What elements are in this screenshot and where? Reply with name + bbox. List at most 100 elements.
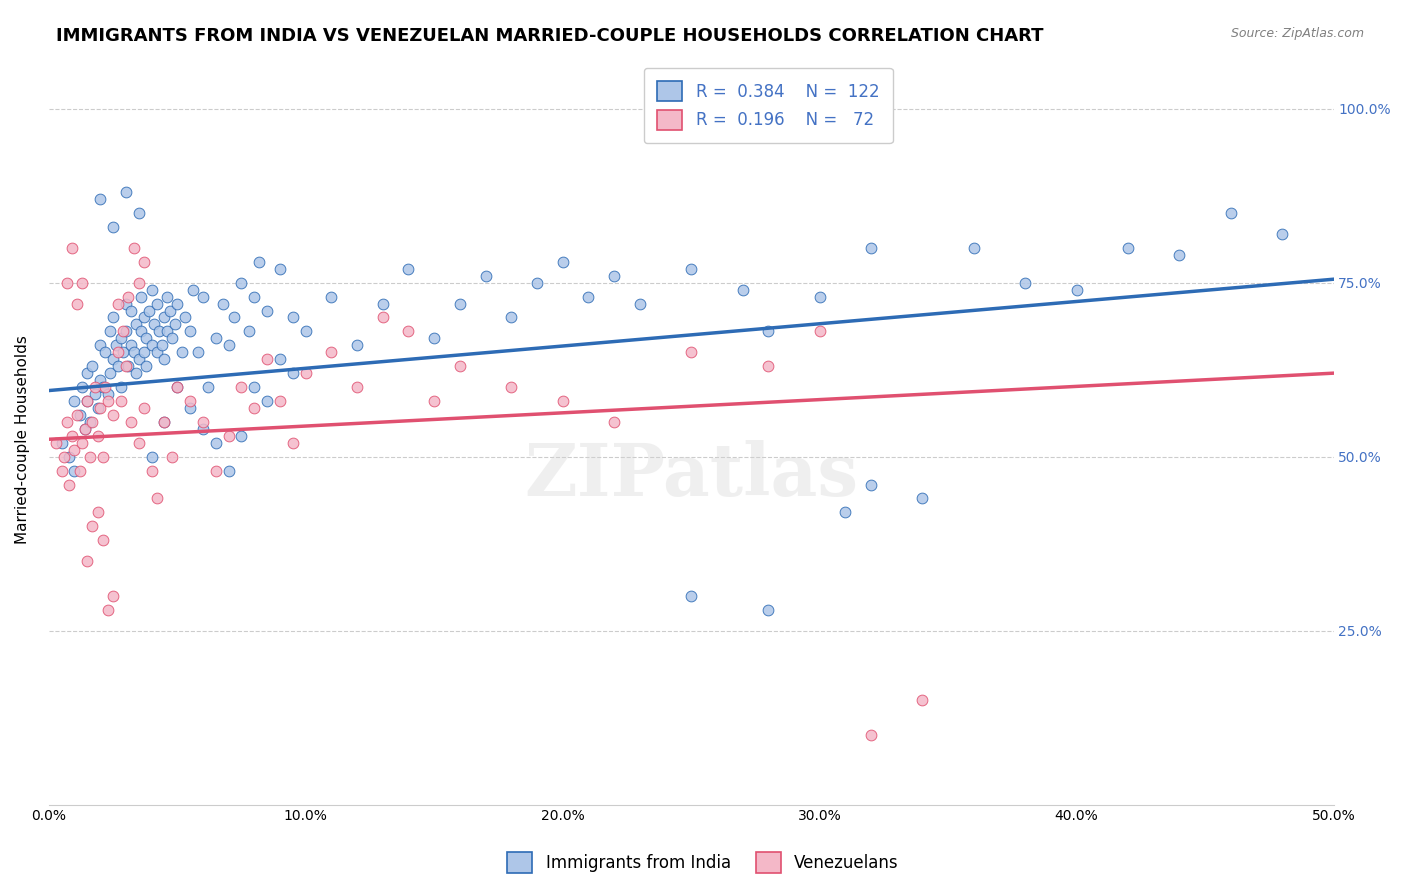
Point [1014,276,1036,290]
Point [153,310,176,325]
Point [191,422,214,436]
Point [681,345,703,359]
Y-axis label: Married-couple Households: Married-couple Households [15,334,30,544]
Point [107,359,129,374]
Point [135,359,157,374]
Point [1066,283,1088,297]
Point [101,352,124,367]
Point [449,296,471,310]
Point [101,310,124,325]
Point [859,241,882,255]
Point [107,296,129,310]
Point [238,325,260,339]
Point [756,359,779,374]
Point [808,290,831,304]
Point [231,429,253,443]
Point [187,345,209,359]
Point [398,325,420,339]
Point [231,276,253,290]
Point [128,276,150,290]
Point [423,331,446,345]
Point [281,366,304,380]
Point [60,429,83,443]
Point [58,477,80,491]
Point [371,310,394,325]
Point [55,415,77,429]
Point [73,422,96,436]
Point [104,338,127,352]
Point [156,325,179,339]
Point [69,464,91,478]
Point [100,366,122,380]
Point [132,401,155,415]
Point [243,290,266,304]
Point [449,359,471,374]
Point [86,429,108,443]
Point [82,519,104,533]
Point [243,380,266,394]
Point [79,450,101,464]
Point [89,338,111,352]
Point [371,296,394,310]
Legend: R =  0.384    N =  122, R =  0.196    N =   72: R = 0.384 N = 122, R = 0.196 N = 72 [644,68,893,144]
Text: ZIPatlas: ZIPatlas [524,441,858,511]
Point [122,345,145,359]
Point [101,408,124,422]
Point [256,394,278,409]
Point [281,310,304,325]
Point [911,491,934,506]
Point [218,338,240,352]
Point [551,255,574,269]
Point [122,241,145,255]
Point [76,394,98,409]
Point [145,345,167,359]
Point [82,415,104,429]
Point [153,352,176,367]
Point [628,296,651,310]
Point [110,331,132,345]
Text: Source: ZipAtlas.com: Source: ZipAtlas.com [1230,27,1364,40]
Point [63,464,86,478]
Point [69,408,91,422]
Point [112,325,135,339]
Point [243,401,266,415]
Point [398,261,420,276]
Point [86,505,108,519]
Point [281,435,304,450]
Point [834,505,856,519]
Point [132,255,155,269]
Point [63,442,86,457]
Point [120,338,142,352]
Point [756,603,779,617]
Point [89,401,111,415]
Point [125,318,148,332]
Point [55,276,77,290]
Point [145,296,167,310]
Point [141,450,163,464]
Point [1116,241,1139,255]
Point [91,380,114,394]
Point [1219,206,1241,220]
Point [120,303,142,318]
Point [84,380,107,394]
Point [82,359,104,374]
Point [294,325,316,339]
Point [156,290,179,304]
Point [204,435,226,450]
Point [576,290,599,304]
Point [526,276,548,290]
Point [86,401,108,415]
Legend: Immigrants from India, Venezuelans: Immigrants from India, Venezuelans [501,846,905,880]
Point [269,394,291,409]
Point [129,290,152,304]
Point [97,394,120,409]
Point [911,693,934,707]
Point [218,429,240,443]
Point [218,464,240,478]
Point [212,296,235,310]
Point [166,380,188,394]
Point [117,290,139,304]
Point [51,435,73,450]
Point [321,345,343,359]
Point [70,276,93,290]
